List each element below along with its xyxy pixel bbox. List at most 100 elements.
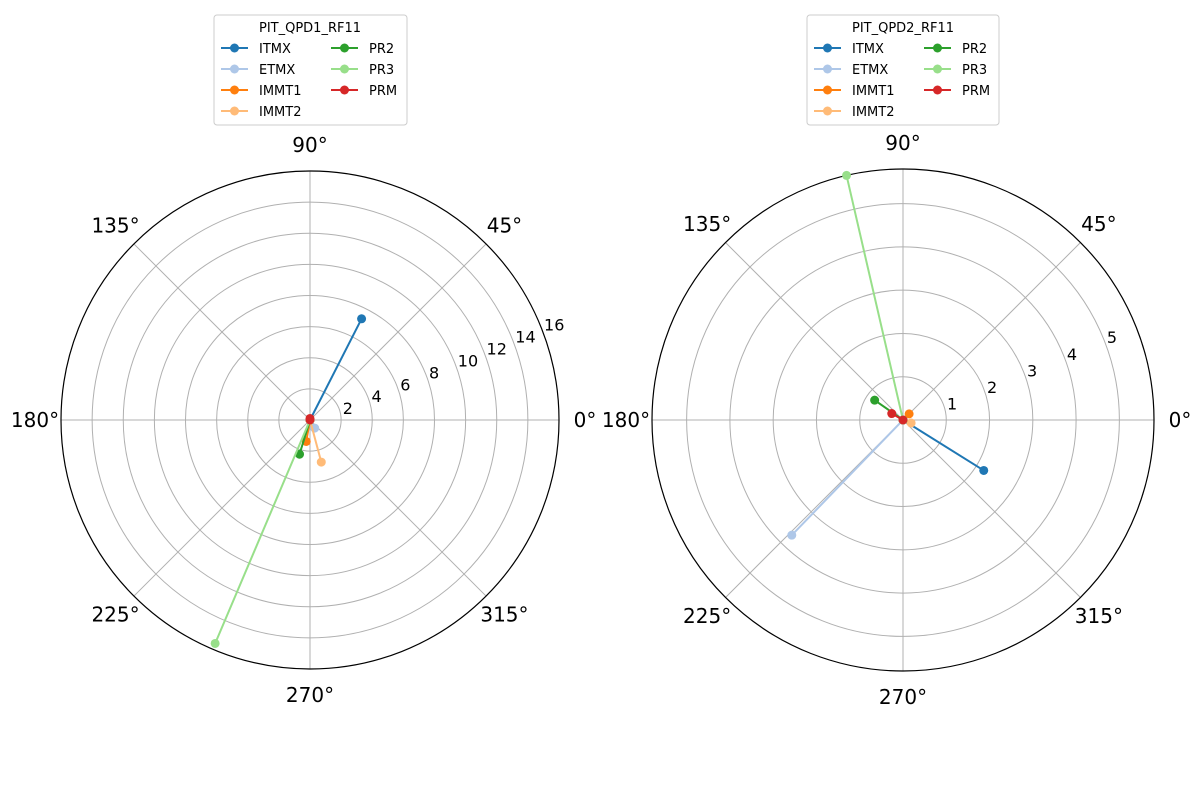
series-line-etmx: [791, 419, 904, 536]
legend-title: PIT_QPD2_RF11: [852, 21, 954, 36]
radial-gridline: [859, 376, 947, 464]
angle-tick-label: 45°: [487, 214, 522, 238]
radial-gridline: [686, 203, 1120, 637]
legend-label-immt2: IMMT2: [259, 105, 301, 120]
radial-tick-label: 12: [487, 340, 507, 359]
radial-tick-label: 1: [947, 394, 957, 413]
legend-swatch-marker: [933, 64, 942, 74]
angle-tick-label: 45°: [1081, 212, 1116, 236]
radial-tick-label: 3: [1027, 361, 1037, 380]
radial-tick-label: 8: [429, 363, 439, 382]
legend-title: PIT_QPD1_RF11: [259, 21, 361, 36]
series-origin-marker-prm: [898, 415, 908, 425]
legend-label-etmx: ETMX: [852, 63, 888, 78]
angle-tick-label: 90°: [292, 133, 327, 157]
series-line-pr3: [845, 175, 904, 421]
radial-tick-label: 2: [987, 378, 997, 397]
legend-label-itmx: ITMX: [852, 42, 884, 57]
legend-label-itmx: ITMX: [259, 42, 291, 57]
angle-tick-label: 180°: [11, 408, 59, 432]
angular-gridline: [902, 419, 1081, 598]
series-point-itmx: [357, 314, 367, 324]
legend-frame: [213, 14, 408, 126]
angle-tick-label: 135°: [91, 214, 139, 238]
radial-tick-label: 14: [515, 328, 535, 347]
series-line-itmx: [902, 419, 985, 472]
series-point-pr3: [210, 638, 220, 648]
series-point-immt2: [316, 457, 326, 467]
angle-tick-label: 225°: [683, 604, 731, 628]
angle-tick-label: 270°: [879, 685, 927, 709]
legend-swatch-marker: [933, 43, 942, 53]
angle-tick-label: 315°: [480, 602, 528, 626]
radial-gridline: [729, 246, 1077, 594]
legend-label-immt1: IMMT1: [259, 84, 301, 99]
series-point-etmx: [787, 530, 797, 540]
polar-series-qpd2: [787, 170, 989, 540]
legend-swatch-marker: [230, 85, 239, 95]
angle-tick-label: 0°: [574, 408, 597, 432]
series-point-immt2: [906, 418, 916, 428]
legend-swatch-marker: [340, 43, 349, 53]
series-point-itmx: [979, 465, 989, 475]
angle-tick-label: 90°: [885, 131, 920, 155]
legend-label-etmx: ETMX: [259, 63, 295, 78]
polar-frame: [651, 168, 1155, 672]
radial-gridline: [153, 263, 467, 577]
polar-frame: [60, 170, 560, 670]
radial-tick-label: 5: [1107, 328, 1117, 347]
angle-tick-label: 180°: [602, 408, 650, 432]
radial-gridline: [247, 357, 373, 483]
polar-grid-qpd2: 0° 45° 90° 135° 180° 225° 270° 315° 1 2 3 4 5: [602, 131, 1191, 709]
legend-swatch-marker: [823, 106, 832, 116]
radial-gridline: [122, 232, 498, 608]
legend-label-pr3: PR3: [962, 63, 987, 78]
radial-tick-label: 6: [400, 375, 410, 394]
legend-swatch-marker: [340, 85, 349, 95]
legend-swatch-marker: [933, 85, 942, 95]
angle-tick-label: 0°: [1169, 408, 1192, 432]
legend-label-prm: PRM: [369, 84, 397, 99]
radial-tick-label: 4: [372, 387, 382, 406]
legend-swatch-marker: [230, 64, 239, 74]
legend-swatch-marker: [230, 106, 239, 116]
angle-tick-label: 270°: [286, 683, 334, 707]
legend-label-immt1: IMMT1: [852, 84, 894, 99]
radial-tick-label: 16: [544, 316, 564, 335]
legend-swatch-marker: [823, 85, 832, 95]
legend-qpd2: PIT_QPD2_RF11 ITMX ETMX IMMT1 IMMT2 PR2 PR3 PR…: [806, 14, 1000, 126]
series-point-prm: [887, 409, 897, 419]
series-point-immt1: [904, 409, 914, 419]
angle-tick-label: 225°: [91, 602, 139, 626]
legend-label-pr3: PR3: [369, 63, 394, 78]
angular-gridline: [725, 242, 904, 421]
series-point-prm: [305, 413, 315, 423]
legend-swatch-marker: [823, 43, 832, 53]
legend-label-prm: PRM: [962, 84, 990, 99]
legend-swatch-marker: [230, 43, 239, 53]
legend-frame: [806, 14, 1000, 126]
radial-tick-label: 10: [458, 351, 478, 370]
angle-tick-label: 135°: [683, 212, 731, 236]
legend-label-immt2: IMMT2: [852, 105, 894, 120]
legend-swatch-marker: [340, 64, 349, 74]
radial-gridline: [185, 295, 435, 545]
radial-gridline: [216, 326, 404, 514]
series-line-immt2: [309, 419, 323, 463]
legend-label-pr2: PR2: [369, 42, 394, 57]
radial-gridline: [772, 289, 1034, 551]
angular-gridline: [902, 242, 1081, 421]
polar-series-qpd1: [210, 314, 367, 648]
angle-tick-label: 315°: [1075, 604, 1123, 628]
radial-gridline: [278, 388, 342, 452]
series-line-pr3: [214, 419, 311, 644]
radial-tick-label: 2: [343, 399, 353, 418]
series-line-itmx: [309, 318, 363, 421]
radial-tick-label: 4: [1067, 345, 1077, 364]
legend-swatch-marker: [823, 64, 832, 74]
polar-chart-qpd2: 0° 45° 90° 135° 180° 225° 270° 315° 1 2 3 4 5 PIT_QP…: [602, 14, 1191, 709]
radial-gridline: [815, 332, 991, 508]
